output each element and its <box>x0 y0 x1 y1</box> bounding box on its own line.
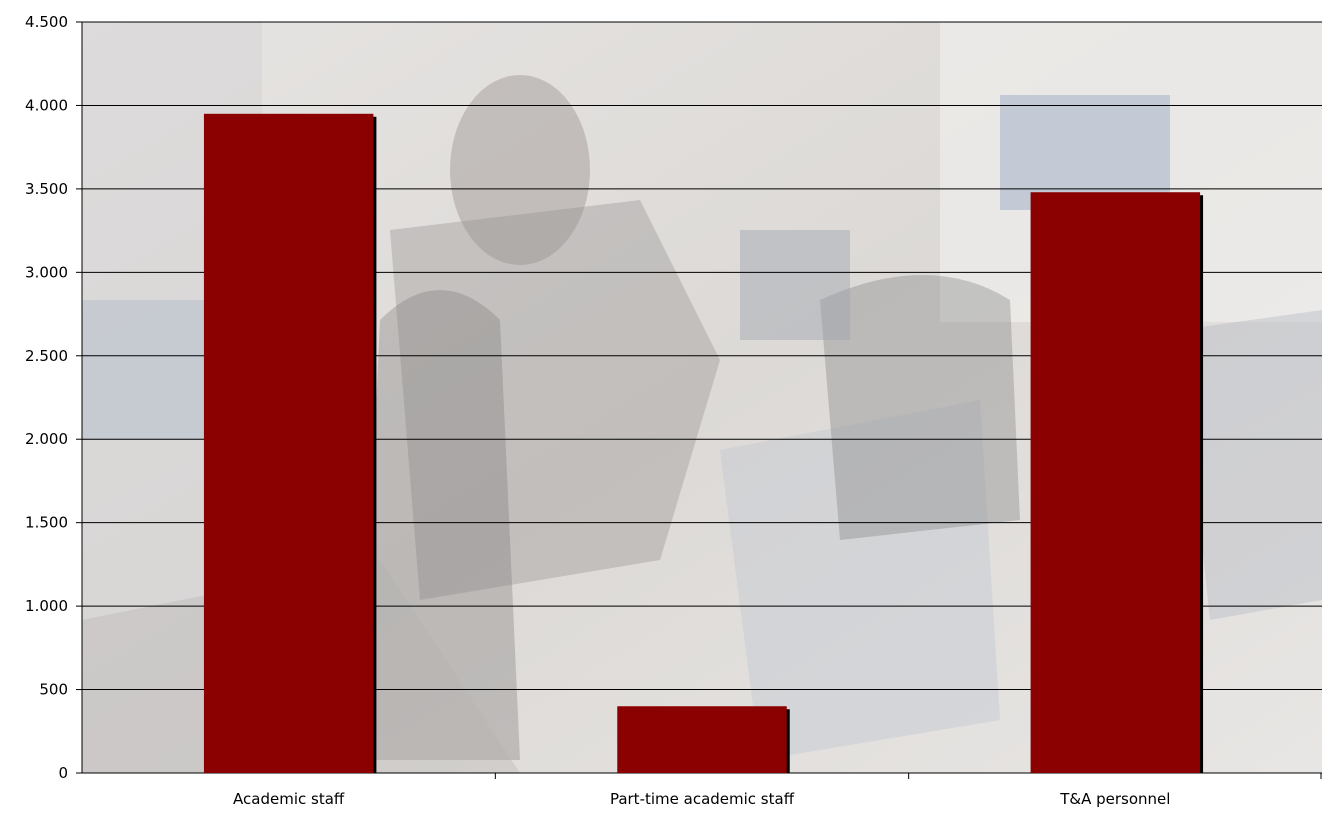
x-tick-labels: Academic staff Part-time academic staff T&… <box>233 790 1170 808</box>
y-tick-labels: 0 500 1.000 1.500 2.000 2.500 3.000 3.500 4.000 4… <box>25 13 68 782</box>
bar <box>203 113 374 774</box>
y-tick-label: 1.000 <box>25 597 68 615</box>
y-tick-label: 2.000 <box>25 430 68 448</box>
y-tick-label: 2.500 <box>25 347 68 365</box>
bars <box>203 113 1204 774</box>
x-tick-label: Part-time academic staff <box>610 790 795 808</box>
x-tick-label: T&A personnel <box>1059 790 1170 808</box>
y-tick-label: 500 <box>39 681 68 699</box>
bar <box>617 706 787 773</box>
y-tick-label: 0 <box>58 764 68 782</box>
bar <box>1030 192 1201 773</box>
x-tick-label: Academic staff <box>233 790 345 808</box>
y-tick-label: 3.000 <box>25 263 68 281</box>
y-tick-label: 1.500 <box>25 514 68 532</box>
y-tick-label: 4.000 <box>25 96 68 114</box>
y-tick-label: 4.500 <box>25 13 68 31</box>
y-tick-label: 3.500 <box>25 180 68 198</box>
